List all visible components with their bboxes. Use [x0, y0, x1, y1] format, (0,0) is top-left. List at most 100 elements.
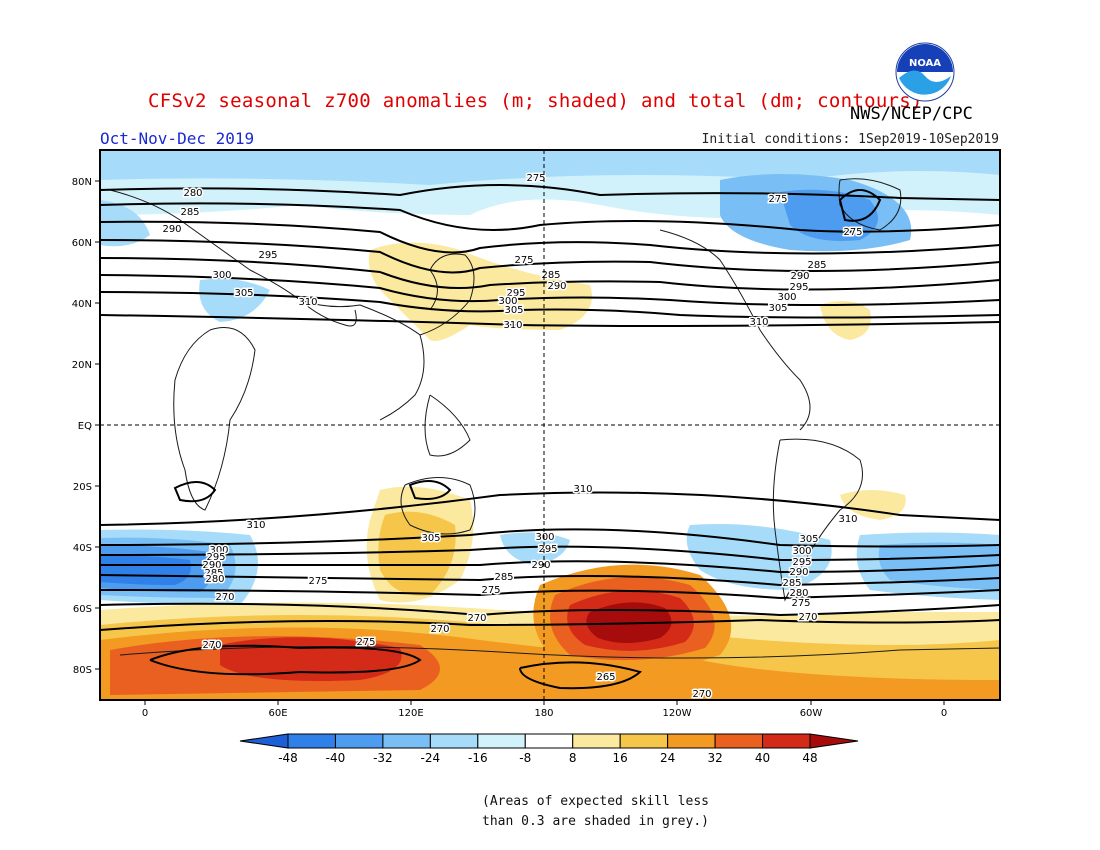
colorbar-segment [477, 733, 526, 749]
contour-label: 300 [777, 292, 796, 303]
height-contour [100, 202, 1000, 233]
lat-label: 80N [72, 177, 92, 188]
contour-label: 300 [792, 546, 811, 557]
height-contour [100, 602, 1000, 617]
contour-label: 295 [206, 552, 225, 563]
colorbar-tick-label: -40 [326, 751, 346, 765]
contour-label: 275 [308, 576, 327, 587]
height-contour [149, 644, 422, 676]
colorbar-tick-label: -48 [278, 751, 298, 765]
height-contour [519, 661, 643, 690]
height-contour [100, 274, 1000, 306]
contour-label: 265 [596, 672, 615, 683]
lon-label: 180 [534, 708, 553, 719]
contour-label: 295 [538, 544, 557, 555]
colorbar-segment [667, 733, 716, 749]
colorbar-tick-label: 32 [707, 751, 722, 765]
contour-label: 270 [467, 613, 486, 624]
colorbar-tick-label: -24 [421, 751, 441, 765]
coastline [424, 394, 471, 457]
contour-label: 300 [212, 270, 231, 281]
noaa-logo: NOAA [895, 42, 955, 102]
lon-label: 60E [268, 708, 287, 719]
contour-label: 310 [573, 484, 592, 495]
lon-label: 60W [800, 708, 823, 719]
forecast-period: Oct-Nov-Dec 2019 [100, 129, 255, 148]
lat-label: 60S [73, 604, 92, 615]
contour-label: 305 [768, 303, 787, 314]
contour-label: 300 [535, 532, 554, 543]
coastline [772, 438, 863, 602]
height-contour [100, 239, 1000, 274]
footnote-line-1: (Areas of expected skill less [482, 794, 709, 809]
contour-label: 285 [180, 207, 199, 218]
lat-label: 60N [72, 238, 92, 249]
lon-label: 120W [663, 708, 692, 719]
contour-label: 275 [481, 585, 500, 596]
colorbar-segment [762, 733, 811, 749]
height-contour [100, 291, 1000, 319]
height-contour [100, 184, 1000, 201]
contour-label: 290 [547, 281, 566, 292]
contour-label: 295 [789, 282, 808, 293]
anomaly-shade [368, 242, 592, 341]
height-contour [100, 314, 1000, 327]
contour-label: 285 [541, 270, 560, 281]
coastline [838, 178, 902, 231]
contour-label: 285 [204, 568, 223, 579]
contour-label: 275 [514, 255, 533, 266]
contour-label: 300 [498, 296, 517, 307]
contour-label: 270 [798, 612, 817, 623]
initial-conditions: Initial conditions: 1Sep2019-10Sep2019 [701, 132, 999, 147]
colorbar-segment [287, 733, 336, 749]
colorbar: -48 -40 -32 -24 -16 -8 8 16 24 32 40 48 [239, 733, 859, 765]
colorbar-right-arrow [809, 733, 859, 749]
lon-label: 0 [941, 708, 947, 719]
height-contour [173, 481, 217, 503]
contour-label: 280 [205, 574, 224, 585]
lon-label: 120E [398, 708, 423, 719]
colorbar-segment [334, 733, 384, 749]
contour-label: 275 [768, 194, 787, 205]
anomaly-shade [500, 532, 570, 565]
height-contour [100, 545, 1000, 562]
skill-footnote: (Areas of expected skill less than 0.3 a… [482, 792, 709, 832]
contour-label: 305 [504, 305, 523, 316]
height-contour [100, 574, 1000, 587]
height-contour [100, 491, 1000, 526]
lat-label: 80S [73, 665, 92, 676]
svg-text:NOAA: NOAA [909, 58, 941, 69]
contour-label: 270 [202, 640, 221, 651]
lat-label: 40N [72, 299, 92, 310]
anomaly-shade [100, 200, 150, 247]
contour-label: 310 [838, 514, 857, 525]
colorbar-segment [429, 733, 479, 749]
lon-label: 0 [142, 708, 148, 719]
footnote-line-2: than 0.3 are shaded in grey.) [482, 814, 709, 829]
contour-label: 290 [790, 271, 809, 282]
height-contour [100, 560, 1000, 574]
height-contour [100, 589, 1000, 600]
colorbar-tick-label: -8 [519, 751, 531, 765]
colorbar-tick-label: -32 [373, 751, 393, 765]
contour-label: 275 [356, 637, 375, 648]
colorbar-tick-label: 16 [613, 751, 628, 765]
contour-label: 285 [782, 578, 801, 589]
height-contour [408, 480, 452, 500]
contour-label: 310 [298, 297, 317, 308]
contour-label: 295 [792, 557, 811, 568]
lat-label: 20N [72, 360, 92, 371]
lat-label: EQ [78, 421, 92, 432]
anomaly-shade [378, 511, 456, 596]
coastline [173, 327, 256, 511]
height-contour [100, 618, 1000, 631]
contour-label: 290 [202, 560, 221, 571]
lat-label: 20S [73, 482, 92, 493]
contour-label: 305 [421, 533, 440, 544]
contour-label: 270 [215, 592, 234, 603]
colorbar-tick-label: 8 [569, 751, 577, 765]
contour-label: 290 [162, 224, 181, 235]
contour-label: 280 [789, 588, 808, 599]
contour-label: 310 [503, 320, 522, 331]
